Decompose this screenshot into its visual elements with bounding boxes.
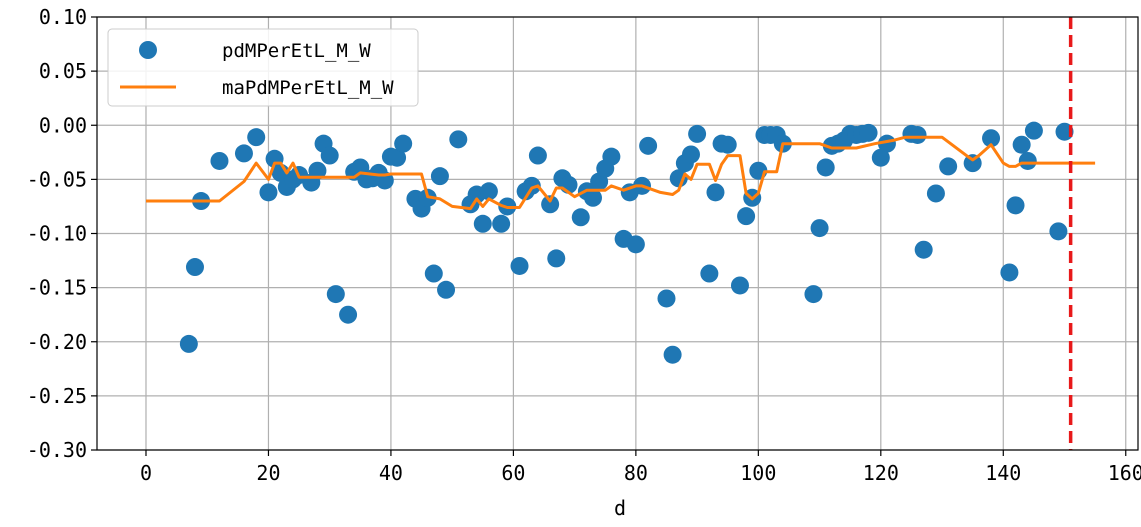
scatter-point xyxy=(1012,135,1031,154)
scatter-point xyxy=(859,123,878,142)
scatter-point xyxy=(681,145,700,164)
scatter-point xyxy=(541,195,560,214)
scatter-point xyxy=(718,135,737,154)
scatter-point xyxy=(1018,151,1037,170)
axes: 0 20 40 60 80 100 120 140 160 0.10 0.05 0.00 -0.05 -0… xyxy=(27,5,1141,485)
scatter-point xyxy=(547,249,566,268)
scatter-point xyxy=(479,182,498,201)
y-tick-label: -0.25 xyxy=(27,384,87,408)
scatter-point xyxy=(510,256,529,275)
scatter-point xyxy=(871,148,890,167)
y-tick-label: 0.00 xyxy=(39,113,87,137)
scatter-point xyxy=(1024,121,1043,140)
legend-marker-scatter xyxy=(139,41,157,59)
scatter-point xyxy=(179,334,198,353)
x-axis-label: d xyxy=(614,496,626,520)
scatter-point xyxy=(394,134,413,153)
scatter-point xyxy=(449,130,468,149)
legend-box xyxy=(107,28,419,107)
scatter-point xyxy=(939,157,958,176)
scatter-point xyxy=(926,184,945,203)
y-tick-label: 0.05 xyxy=(39,59,87,83)
scatter-point xyxy=(308,161,327,180)
legend-label-scatter: pdMPerEtL_M_W xyxy=(222,40,371,62)
scatter-point xyxy=(437,280,456,299)
scatter-point xyxy=(571,208,590,227)
scatter-point xyxy=(210,151,229,170)
x-tick-label: 0 xyxy=(140,461,152,485)
x-tick-label: 80 xyxy=(624,461,648,485)
scatter-point xyxy=(602,147,621,166)
scatter-point xyxy=(326,285,345,304)
moving-average-line xyxy=(146,135,1096,211)
scatter-point xyxy=(663,345,682,364)
scatter-point xyxy=(700,264,719,283)
scatter-point xyxy=(804,285,823,304)
scatter-point xyxy=(388,148,407,167)
x-tick-label: 40 xyxy=(379,461,403,485)
scatter-point xyxy=(1000,263,1019,282)
scatter-point xyxy=(908,125,927,144)
scatter-point xyxy=(1006,196,1025,215)
scatter-point xyxy=(639,136,658,155)
y-tick-label: -0.30 xyxy=(27,438,87,462)
y-tick-label: -0.05 xyxy=(27,167,87,191)
scatter-point xyxy=(816,158,835,177)
scatter-point xyxy=(730,276,749,295)
scatter-point xyxy=(914,240,933,259)
scatter-point xyxy=(522,176,541,195)
scatter-point xyxy=(234,144,253,163)
legend: pdMPerEtL_M_W maPdMPerEtL_M_W xyxy=(107,28,419,107)
scatter-point xyxy=(339,305,358,324)
x-tick-label: 60 xyxy=(501,461,525,485)
scatter-point xyxy=(877,134,896,153)
scatter-point xyxy=(492,214,511,233)
scatter-point xyxy=(669,169,688,188)
legend-label-line: maPdMPerEtL_M_W xyxy=(222,77,394,99)
scatter-point xyxy=(1049,222,1068,241)
scatter-point xyxy=(247,128,266,147)
scatter-point xyxy=(320,146,339,165)
x-tick-label: 160 xyxy=(1108,461,1141,485)
scatter-point xyxy=(528,146,547,165)
x-tick-label: 100 xyxy=(740,461,776,485)
scatter-point xyxy=(584,188,603,207)
scatter-point xyxy=(688,124,707,143)
scatter-point xyxy=(657,289,676,308)
scatter-point xyxy=(430,167,449,186)
scatter-point xyxy=(982,129,1001,148)
scatter-point xyxy=(626,235,645,254)
data-layer xyxy=(146,17,1096,450)
scatter-point xyxy=(185,258,204,277)
scatter-point xyxy=(473,214,492,233)
y-tick-label: -0.15 xyxy=(27,276,87,300)
y-tick-label: 0.10 xyxy=(39,5,87,29)
x-tick-label: 120 xyxy=(863,461,899,485)
y-tick-label: -0.10 xyxy=(27,222,87,246)
y-tick-label: -0.20 xyxy=(27,330,87,354)
scatter-point xyxy=(737,207,756,226)
scatter-point xyxy=(963,154,982,173)
scatter-point xyxy=(810,219,829,238)
scatter-point xyxy=(706,183,725,202)
x-tick-label: 20 xyxy=(256,461,280,485)
scatter-point xyxy=(424,264,443,283)
scatter-point xyxy=(259,183,278,202)
x-tick-label: 140 xyxy=(985,461,1021,485)
